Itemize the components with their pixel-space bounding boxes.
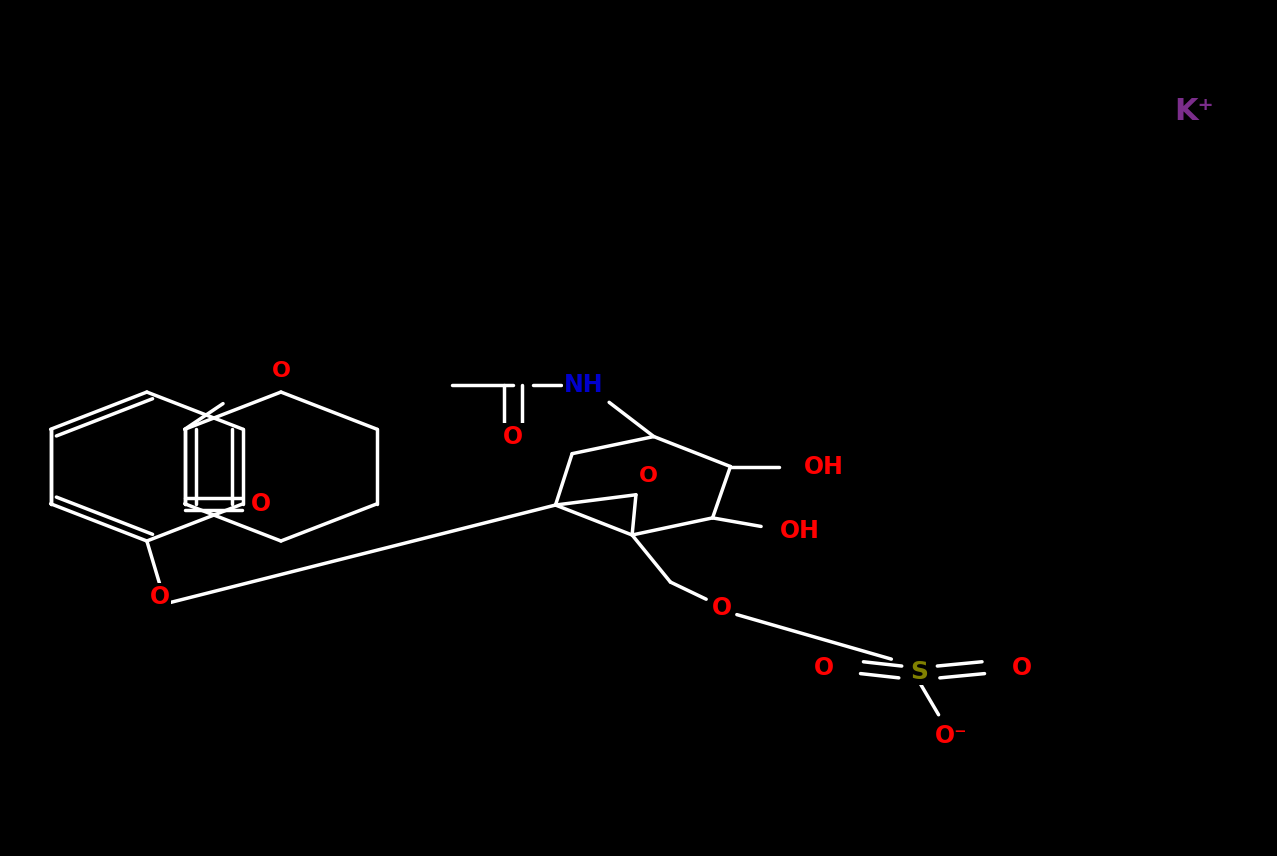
Text: O: O xyxy=(813,656,834,680)
Text: K⁺: K⁺ xyxy=(1174,97,1214,126)
Text: O: O xyxy=(503,425,524,449)
Text: O: O xyxy=(252,491,272,516)
Text: S: S xyxy=(911,660,928,684)
Text: NH: NH xyxy=(564,373,603,397)
Text: OH: OH xyxy=(803,455,844,479)
Text: O: O xyxy=(149,585,170,609)
Text: O⁻: O⁻ xyxy=(935,724,968,748)
Text: O: O xyxy=(640,466,658,486)
Text: O: O xyxy=(711,596,732,620)
Text: O: O xyxy=(272,360,290,381)
Text: OH: OH xyxy=(779,519,820,543)
Text: O: O xyxy=(1011,656,1032,680)
